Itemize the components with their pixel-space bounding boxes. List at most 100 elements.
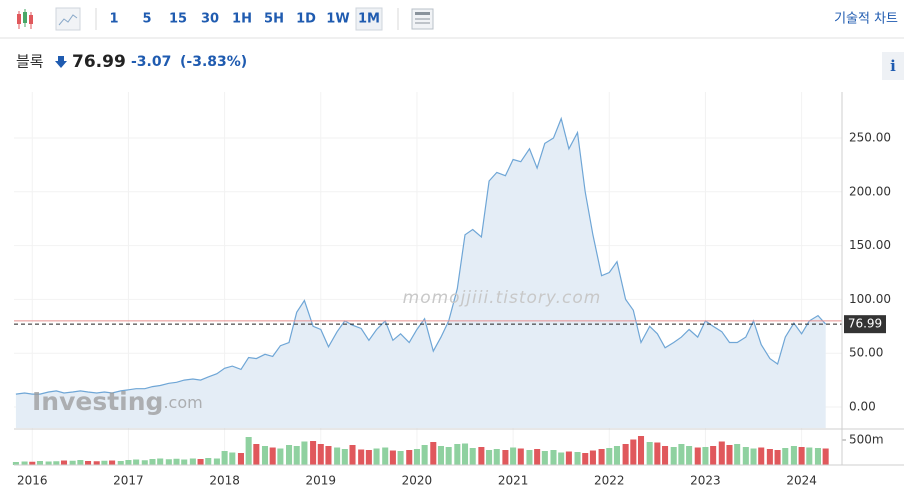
volume-bar (341, 449, 348, 465)
volume-bar (77, 460, 84, 465)
interval-button[interactable]: 1H (232, 12, 252, 27)
volume-bar (205, 458, 212, 465)
volume-bar (478, 447, 485, 465)
x-tick-label: 2017 (113, 474, 144, 488)
x-tick-label: 2023 (690, 474, 721, 488)
volume-bar (758, 447, 765, 465)
volume-bar (181, 459, 188, 465)
volume-bar (293, 446, 300, 465)
volume-bar (317, 444, 324, 465)
volume-bar (702, 447, 709, 465)
volume-bar (197, 459, 204, 465)
interval-button[interactable]: 1M (358, 12, 380, 27)
volume-bar (349, 445, 356, 465)
volume-bar (60, 460, 68, 465)
volume-bar (598, 449, 605, 465)
volume-bar (798, 447, 805, 465)
interval-button[interactable]: 1W (326, 12, 349, 27)
x-tick-label: 2018 (209, 474, 240, 488)
volume-bar (782, 448, 789, 465)
volume-bar (229, 452, 236, 465)
volume-bar (517, 448, 524, 465)
info-label: i (890, 57, 896, 75)
volume-bar (678, 444, 685, 465)
x-tick-label: 2021 (498, 474, 529, 488)
volume-bar (406, 450, 413, 465)
volume-bar (654, 442, 661, 465)
current-price-label: 76.99 (848, 317, 882, 331)
volume-bar (421, 445, 428, 465)
interval-button[interactable]: 30 (201, 12, 219, 27)
volume-bar (221, 451, 228, 465)
price: 76.99 (72, 52, 126, 72)
info-button[interactable] (882, 52, 904, 80)
volume-bar (445, 447, 452, 465)
volume-bar (213, 458, 220, 465)
volume-bar (29, 461, 36, 465)
interval-button[interactable]: 15 (169, 12, 187, 27)
interval-button[interactable]: 1D (296, 12, 316, 27)
y-tick-label: 0.00 (849, 400, 876, 414)
volume-bar (822, 448, 829, 465)
volume-bar (413, 449, 420, 465)
x-tick-label: 2022 (594, 474, 625, 488)
volume-bar (806, 447, 813, 465)
line-icon[interactable] (55, 7, 81, 31)
volume-bar (670, 447, 677, 465)
volume-tick-label: 500m (849, 433, 884, 447)
logo-main: Investing (32, 387, 163, 416)
volume-bar (358, 449, 365, 465)
volume-bar (165, 459, 172, 465)
volume-bar (526, 450, 533, 465)
table-icon[interactable] (411, 8, 434, 30)
volume-bar (622, 444, 629, 465)
price-area (15, 118, 826, 428)
volume-bar (141, 460, 148, 465)
volume-bar (582, 453, 589, 465)
y-tick-label: 250.00 (849, 131, 891, 145)
volume-bar (85, 461, 92, 465)
intervals: 1 5 15 30 1H 5H 1D 1W 1M (109, 7, 383, 31)
volume-bar (36, 461, 43, 465)
volume-bar (493, 449, 500, 465)
volume-bar (718, 441, 725, 465)
volume-bar (397, 451, 404, 465)
volume-bar (534, 449, 541, 465)
volume-bar (502, 450, 509, 465)
interval-button[interactable]: 5 (142, 12, 151, 27)
volume-bar (365, 450, 372, 465)
volume-bar (726, 445, 733, 465)
volume-bar (101, 460, 108, 465)
volume-bar (606, 448, 613, 465)
interval-button[interactable]: 5H (264, 12, 284, 27)
volume-bar (245, 437, 252, 465)
candle-icon[interactable] (17, 9, 33, 29)
plot: 0.00 50.00 100.00 150.00 200.00 250.00 2016 201… (12, 92, 904, 488)
volume-bar (486, 450, 493, 465)
volume-bar (565, 451, 572, 465)
y-tick-label: 100.00 (849, 292, 891, 306)
volume-bar (277, 448, 284, 465)
volume-bar (173, 458, 180, 465)
volume-bar (109, 460, 116, 465)
volume-bar (469, 448, 476, 465)
x-tick-label: 2024 (786, 474, 817, 488)
volume-bar (117, 461, 124, 465)
price-change: -3.07 (131, 54, 171, 70)
volume-bar (461, 443, 469, 465)
volume-bar (790, 446, 797, 465)
y-tick-label: 200.00 (849, 184, 891, 198)
y-tick-label: 50.00 (849, 346, 883, 360)
volume-bar (189, 458, 196, 465)
volume-bar (766, 449, 773, 465)
volume-bar (125, 460, 132, 465)
volume-bar (630, 439, 637, 465)
volume-bar (261, 446, 269, 465)
volume-bar (53, 461, 60, 465)
volume-bar (157, 458, 164, 465)
volume-bar (574, 452, 581, 465)
technical-chart-link[interactable]: 기술적 차트 (834, 12, 898, 27)
interval-button[interactable]: 1 (109, 12, 118, 27)
volume-bar (437, 446, 445, 465)
volume-bar (613, 446, 620, 465)
